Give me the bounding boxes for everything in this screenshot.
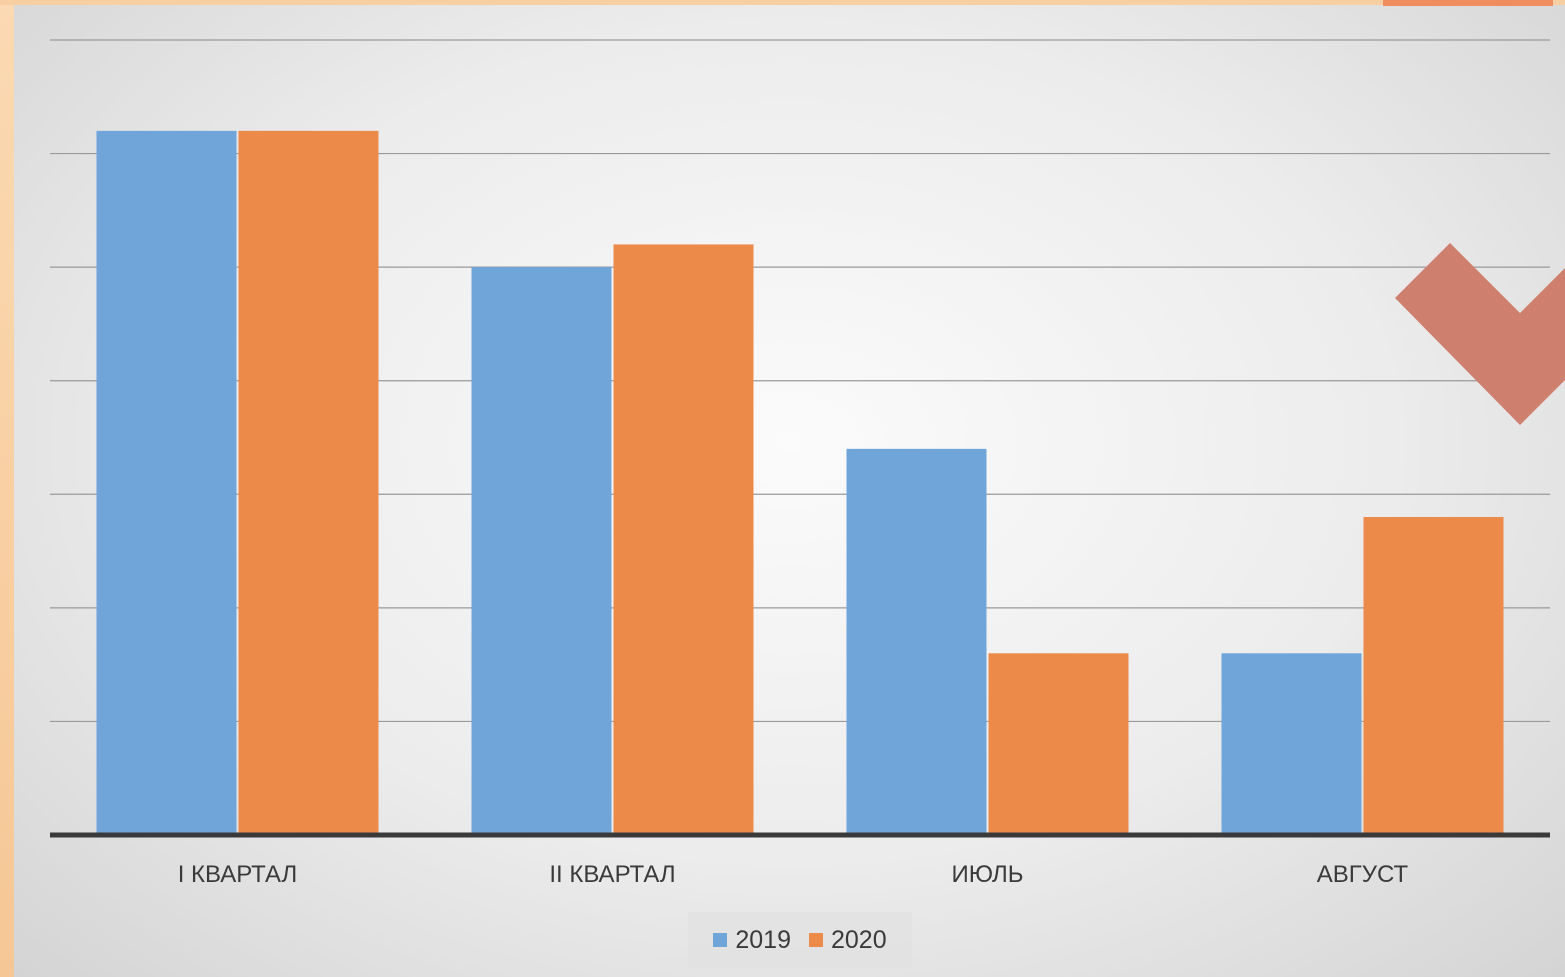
bars — [96, 130, 1504, 836]
x-tick-label: II КВАРТАЛ — [549, 861, 675, 888]
bar-2020-3 — [988, 653, 1129, 835]
legend-item-2020: 2020 — [809, 926, 887, 955]
bar-2019-4 — [1221, 653, 1362, 835]
x-tick-label: I КВАРТАЛ — [178, 861, 298, 888]
legend-swatch-2019 — [713, 933, 728, 947]
legend-label-2019: 2019 — [735, 925, 791, 954]
bar-2020-1 — [238, 130, 379, 835]
bar-2020-2 — [613, 244, 754, 835]
bar-2019-2 — [471, 267, 612, 836]
decorative-chevron — [1395, 243, 1565, 425]
bar-2019-3 — [846, 448, 987, 835]
legend-swatch-2020 — [809, 933, 823, 947]
x-tick-label: ИЮЛЬ — [952, 861, 1024, 888]
x-tick-labels: I КВАРТАЛ II КВАРТАЛ ИЮЛЬ АВГУСТ — [178, 861, 1409, 888]
bar-2019-1 — [96, 130, 237, 835]
top-frame-strip — [0, 0, 1565, 5]
legend-label-2020: 2020 — [831, 925, 887, 954]
legend-item-2019: 2019 — [713, 926, 791, 955]
left-frame-strip — [0, 0, 14, 977]
chevron-down-icon — [1395, 243, 1565, 425]
bar-2020-4 — [1363, 517, 1504, 835]
legend: 2019 2020 — [688, 912, 912, 968]
corner-accent-tab — [1383, 0, 1553, 6]
x-tick-label: АВГУСТ — [1317, 861, 1409, 888]
